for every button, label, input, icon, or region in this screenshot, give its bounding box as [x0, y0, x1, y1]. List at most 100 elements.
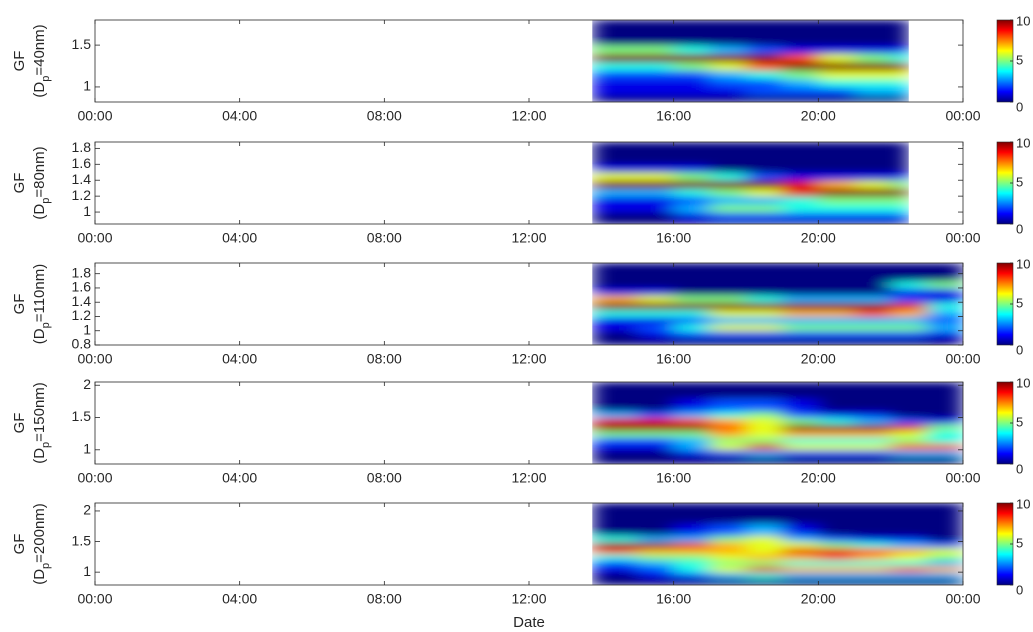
heatmap-cell — [746, 263, 783, 282]
heatmap-cell — [637, 188, 675, 197]
x-tick-label: 04:00 — [222, 351, 257, 367]
heatmap-cell — [890, 443, 928, 451]
heatmap-cell — [926, 535, 964, 543]
heatmap-cell — [818, 164, 855, 173]
heatmap-cell — [746, 423, 783, 431]
heatmap-cell — [673, 53, 711, 63]
x-tick-label: 16:00 — [656, 470, 691, 486]
heatmap-cell — [782, 204, 819, 213]
heatmap-cell — [782, 430, 819, 438]
colorbar-tick-label: 10 — [1016, 496, 1030, 511]
heatmap-cell — [818, 196, 855, 205]
heatmap-cell — [746, 204, 783, 213]
heatmap-cell — [746, 309, 783, 317]
heatmap-cell — [673, 20, 711, 38]
y-tick-label: 1 — [83, 203, 91, 219]
heatmap-cell — [673, 411, 711, 419]
heatmap-cell — [818, 503, 855, 524]
heatmap-cell — [818, 45, 855, 54]
heatmap-cell — [592, 45, 638, 54]
heatmap-cell — [854, 449, 892, 457]
heatmap-cell — [637, 430, 675, 438]
y-label-sub: p — [40, 322, 52, 328]
heatmap-cell — [854, 535, 892, 543]
heatmap-cell — [890, 503, 928, 524]
heatmap-cell — [673, 263, 711, 282]
heatmap-cell — [890, 302, 928, 310]
heatmap-cell — [673, 449, 711, 457]
heatmap-cell — [673, 423, 711, 431]
heatmap-cell — [637, 53, 675, 63]
heatmap-cell — [782, 449, 819, 457]
heatmap-cell — [890, 323, 928, 332]
heatmap-cell — [709, 572, 747, 579]
heatmap-cell — [673, 541, 711, 549]
heatmap-cell — [709, 36, 747, 46]
heatmap-cell — [746, 323, 783, 332]
heatmap-cell — [709, 541, 747, 549]
heatmap-cell — [782, 559, 819, 567]
heatmap-cell — [637, 280, 675, 289]
heatmap-cell — [854, 523, 892, 536]
heatmap — [592, 382, 964, 464]
heatmap-cell — [782, 382, 819, 399]
x-label: Date — [513, 614, 545, 631]
heatmap-cell — [673, 204, 711, 213]
heatmap-cell — [637, 337, 675, 345]
heatmap-cell — [592, 541, 638, 549]
heatmap-cell — [890, 164, 909, 173]
heatmap-cell — [746, 535, 783, 543]
x-tick-label: 16:00 — [656, 230, 691, 246]
y-label-sub: p — [40, 76, 52, 82]
y-tick-label: 1.8 — [72, 264, 92, 280]
heatmap-cell — [592, 436, 638, 444]
y-label-part: (D — [31, 204, 48, 220]
y-tick-label: 1.5 — [72, 408, 92, 424]
y-label: (Dp=40nm) — [31, 24, 52, 97]
heatmap-cell — [818, 541, 855, 549]
heatmap-cell — [746, 61, 783, 71]
heatmap-cell — [890, 220, 909, 224]
heatmap-cell — [782, 302, 819, 310]
y-label: GF — [11, 413, 28, 434]
heatmap-cell — [854, 578, 892, 585]
heatmap-cell — [746, 70, 783, 80]
heatmap-cell — [673, 323, 711, 332]
heatmap-cell — [637, 535, 675, 543]
heatmap-cell — [673, 287, 711, 296]
x-tick-label: 16:00 — [656, 591, 691, 607]
heatmap-cell — [782, 566, 819, 573]
heatmap-cell — [854, 20, 892, 38]
heatmap-cell — [673, 78, 711, 88]
heatmap-cell — [818, 172, 855, 181]
heatmap-cell — [592, 417, 638, 425]
heatmap-cell — [854, 36, 892, 46]
y-label: (Dp=80nm) — [31, 146, 52, 219]
heatmap-cell — [637, 323, 675, 332]
heatmap-cell — [782, 316, 819, 325]
heatmap-cell — [782, 142, 819, 165]
heatmap-cell — [637, 316, 675, 325]
heatmap-cell — [709, 398, 747, 412]
heatmap-cell — [854, 436, 892, 444]
heatmap-cell — [926, 302, 964, 310]
heatmap-cell — [890, 287, 928, 296]
heatmap-cell — [854, 547, 892, 555]
heatmap-cell — [890, 398, 928, 412]
heatmap-cell — [673, 302, 711, 310]
y-label-part: =150nm) — [31, 382, 48, 442]
heatmap-cell — [746, 572, 783, 579]
colorbar-tick-label: 10 — [1016, 256, 1030, 271]
heatmap-cell — [818, 212, 855, 221]
heatmap-cell — [782, 45, 819, 54]
heatmap-cell — [592, 287, 638, 296]
heatmap-cell — [854, 541, 892, 549]
heatmap-cell — [854, 398, 892, 412]
heatmap-cell — [673, 337, 711, 345]
heatmap-cell — [926, 559, 964, 567]
heatmap-cell — [592, 456, 638, 464]
heatmap-cell — [890, 86, 909, 96]
colorbar-tick-label: 10 — [1016, 135, 1030, 150]
heatmap-cell — [818, 53, 855, 63]
y-tick-label: 1 — [83, 563, 91, 579]
